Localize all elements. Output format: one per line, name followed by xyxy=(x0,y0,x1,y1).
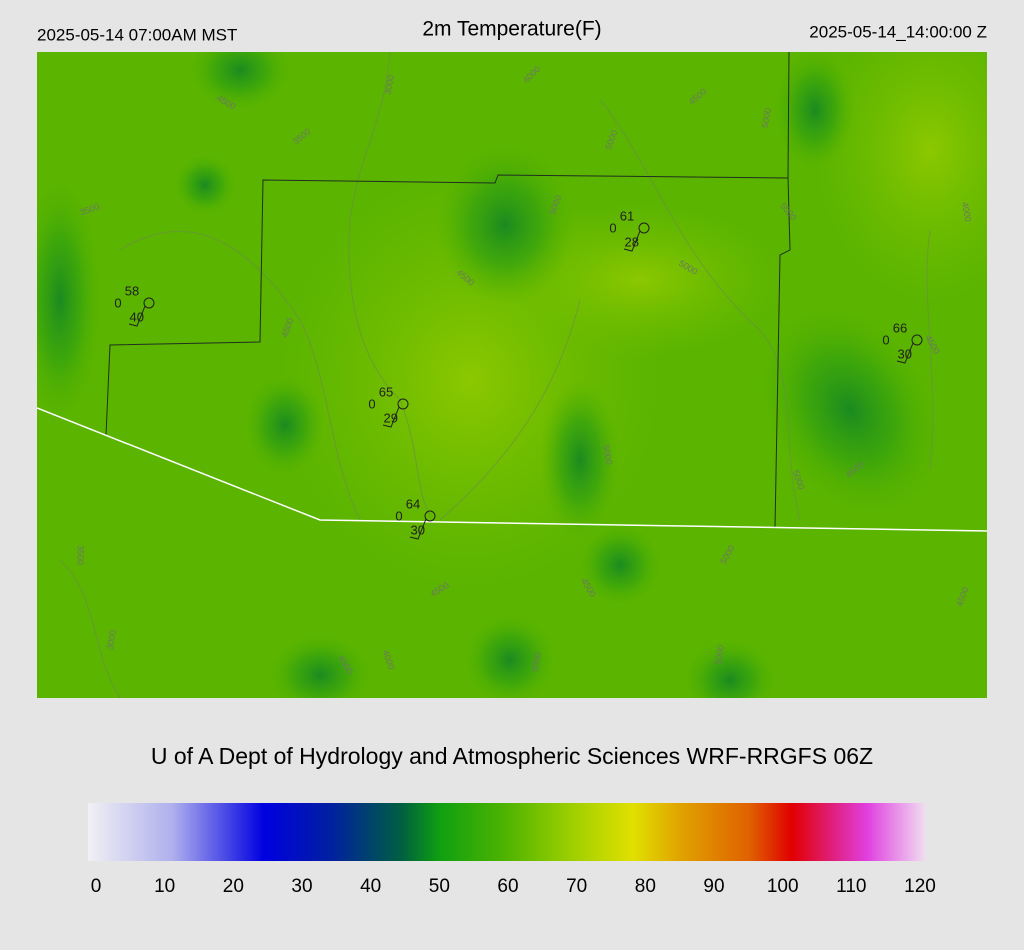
contour-label: 5000 xyxy=(601,444,614,465)
station-dewpoint: 29 xyxy=(384,410,398,425)
colorbar-tick-label: 70 xyxy=(566,876,587,897)
station-temperature: 65 xyxy=(379,384,393,399)
station-temperature: 58 xyxy=(125,283,139,298)
station-wind: 0 xyxy=(114,295,121,310)
colorbar-tick-label: 0 xyxy=(91,876,102,897)
station-circle xyxy=(397,398,409,410)
colorbar-tick-label: 50 xyxy=(429,876,450,897)
station-circle xyxy=(143,297,155,309)
colorbar-tick-label: 100 xyxy=(767,876,799,897)
station-circle xyxy=(911,334,923,346)
station-wind: 0 xyxy=(882,332,889,347)
wind-barb xyxy=(128,305,146,327)
title: 2m Temperature(F) xyxy=(422,18,601,41)
station-dewpoint: 30 xyxy=(898,346,912,361)
station-circle xyxy=(424,510,436,522)
wind-barb xyxy=(623,230,641,252)
colorbar-tick-label: 80 xyxy=(635,876,656,897)
wind-barb xyxy=(382,406,400,428)
footer: U of A Dept of Hydrology and Atmospheric… xyxy=(151,743,873,769)
colorbar-tick-label: 110 xyxy=(836,876,866,897)
contour-label: 4000 xyxy=(960,201,973,222)
station-temperature: 66 xyxy=(893,320,907,335)
colorbar-tick-label: 40 xyxy=(360,876,381,897)
contour-label: 3500 xyxy=(76,545,86,565)
contour-label: 3000 xyxy=(383,74,396,95)
station-dewpoint: 28 xyxy=(625,234,639,249)
contour-label: 3000 xyxy=(105,629,118,650)
stations: 58 0 40 61 0 28 66 0 30 65 0 29 64 0 30 xyxy=(114,208,923,540)
station-wind: 0 xyxy=(368,396,375,411)
wind-barb xyxy=(409,518,427,540)
colorbar-ticks: 0 10 20 30 40 50 60 70 80 90 100 110 120 xyxy=(91,876,936,897)
station-wind: 0 xyxy=(609,220,616,235)
contour-label: 5000 xyxy=(760,107,773,128)
colorbar-tick-label: 90 xyxy=(703,876,724,897)
colorbar-tick-label: 120 xyxy=(904,876,936,897)
station-dewpoint: 40 xyxy=(130,309,144,324)
station-dewpoint: 30 xyxy=(411,522,425,537)
valid-time-utc: 2025-05-14_14:00:00 Z xyxy=(809,22,987,41)
station-temperature: 61 xyxy=(620,208,634,223)
colorbar-tick-label: 30 xyxy=(291,876,312,897)
station-temperature: 64 xyxy=(406,496,420,511)
colorbar xyxy=(88,803,926,861)
colorbar-tick-label: 20 xyxy=(223,876,244,897)
valid-time-local: 2025-05-14 07:00AM MST xyxy=(37,25,237,44)
contour-label: 5000 xyxy=(713,644,726,665)
wind-barb xyxy=(896,342,914,364)
station-wind: 0 xyxy=(395,508,402,523)
colorbar-tick-label: 10 xyxy=(154,876,175,897)
contour-label: 5000 xyxy=(530,651,543,672)
station-circle xyxy=(638,222,650,234)
colorbar-tick-label: 60 xyxy=(497,876,518,897)
